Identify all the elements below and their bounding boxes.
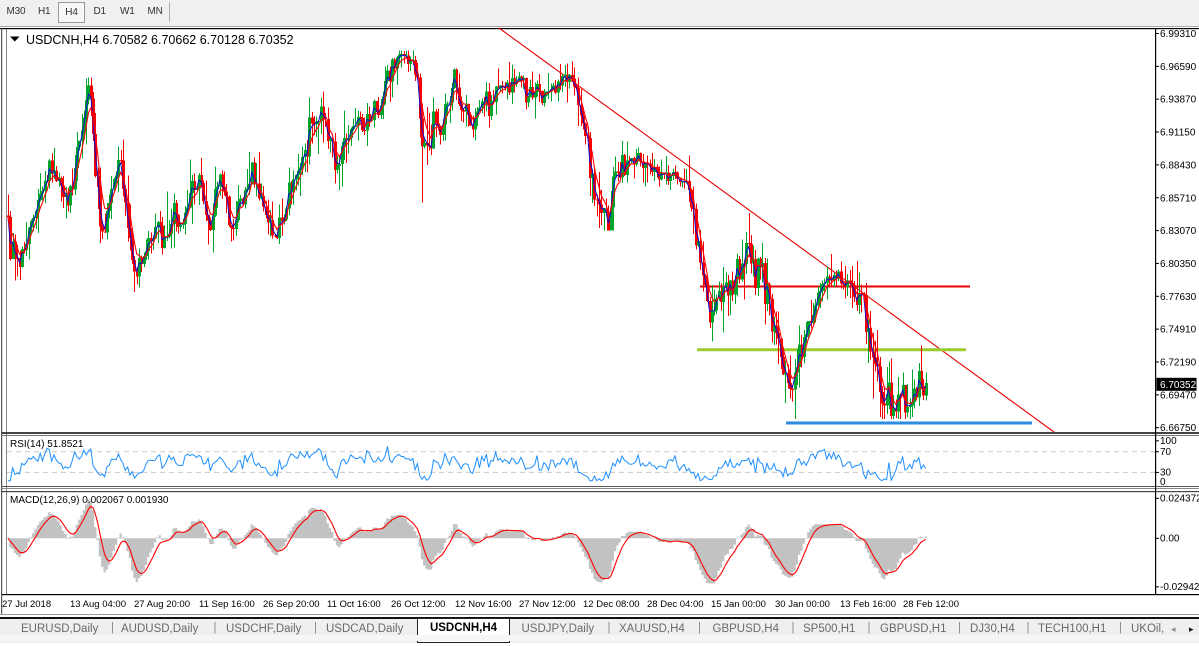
svg-text:30 Jan 00:00: 30 Jan 00:00 (775, 599, 830, 610)
svg-text:27 Nov 12:00: 27 Nov 12:00 (519, 599, 576, 610)
svg-text:RSI(14) 51.8521: RSI(14) 51.8521 (10, 439, 84, 450)
svg-text:6.83070: 6.83070 (1160, 226, 1197, 237)
svg-text:6.91150: 6.91150 (1160, 128, 1196, 139)
svg-text:27 Aug 20:00: 27 Aug 20:00 (134, 599, 190, 610)
svg-text:6.66750: 6.66750 (1160, 423, 1197, 434)
svg-text:-0.029423: -0.029423 (1160, 582, 1199, 593)
svg-text:6.88430: 6.88430 (1160, 160, 1197, 171)
svg-text:6.96590: 6.96590 (1160, 62, 1197, 73)
svg-text:12 Nov 16:00: 12 Nov 16:00 (455, 599, 512, 610)
svg-text:26 Sep 20:00: 26 Sep 20:00 (263, 599, 320, 610)
svg-text:6.74910: 6.74910 (1160, 325, 1197, 336)
svg-text:13 Feb 16:00: 13 Feb 16:00 (840, 599, 896, 610)
svg-text:30: 30 (1160, 468, 1172, 479)
svg-text:6.93870: 6.93870 (1160, 95, 1197, 106)
svg-text:0.024372: 0.024372 (1160, 494, 1199, 505)
svg-text:15 Jan 00:00: 15 Jan 00:00 (711, 599, 766, 610)
svg-text:0: 0 (1160, 477, 1166, 488)
svg-text:0.00: 0.00 (1160, 534, 1180, 545)
svg-text:11 Oct 16:00: 11 Oct 16:00 (327, 599, 381, 610)
svg-text:100: 100 (1160, 436, 1177, 447)
svg-text:28 Feb 12:00: 28 Feb 12:00 (903, 599, 959, 610)
svg-text:6.70352: 6.70352 (1160, 380, 1197, 391)
svg-text:12 Dec 08:00: 12 Dec 08:00 (583, 599, 640, 610)
svg-text:USDCNH,H4 6.70582 6.70662 6.7: USDCNH,H4 6.70582 6.70662 6.70128 6.7035… (26, 33, 294, 47)
svg-text:70: 70 (1160, 447, 1172, 458)
svg-text:6.80350: 6.80350 (1160, 259, 1197, 270)
svg-text:26 Oct 12:00: 26 Oct 12:00 (391, 599, 445, 610)
svg-text:6.99310: 6.99310 (1160, 29, 1197, 40)
svg-text:13 Aug 04:00: 13 Aug 04:00 (70, 599, 126, 610)
svg-text:6.85710: 6.85710 (1160, 193, 1197, 204)
svg-text:MACD(12,26,9) 0.002067 0.00193: MACD(12,26,9) 0.002067 0.001930 (10, 495, 169, 506)
svg-text:27 Jul 2018: 27 Jul 2018 (2, 599, 51, 610)
svg-text:11 Sep 16:00: 11 Sep 16:00 (199, 599, 255, 610)
svg-text:28 Dec 04:00: 28 Dec 04:00 (647, 599, 704, 610)
svg-text:6.69470: 6.69470 (1160, 390, 1197, 401)
svg-text:6.77630: 6.77630 (1160, 292, 1197, 303)
svg-text:6.72190: 6.72190 (1160, 358, 1197, 369)
